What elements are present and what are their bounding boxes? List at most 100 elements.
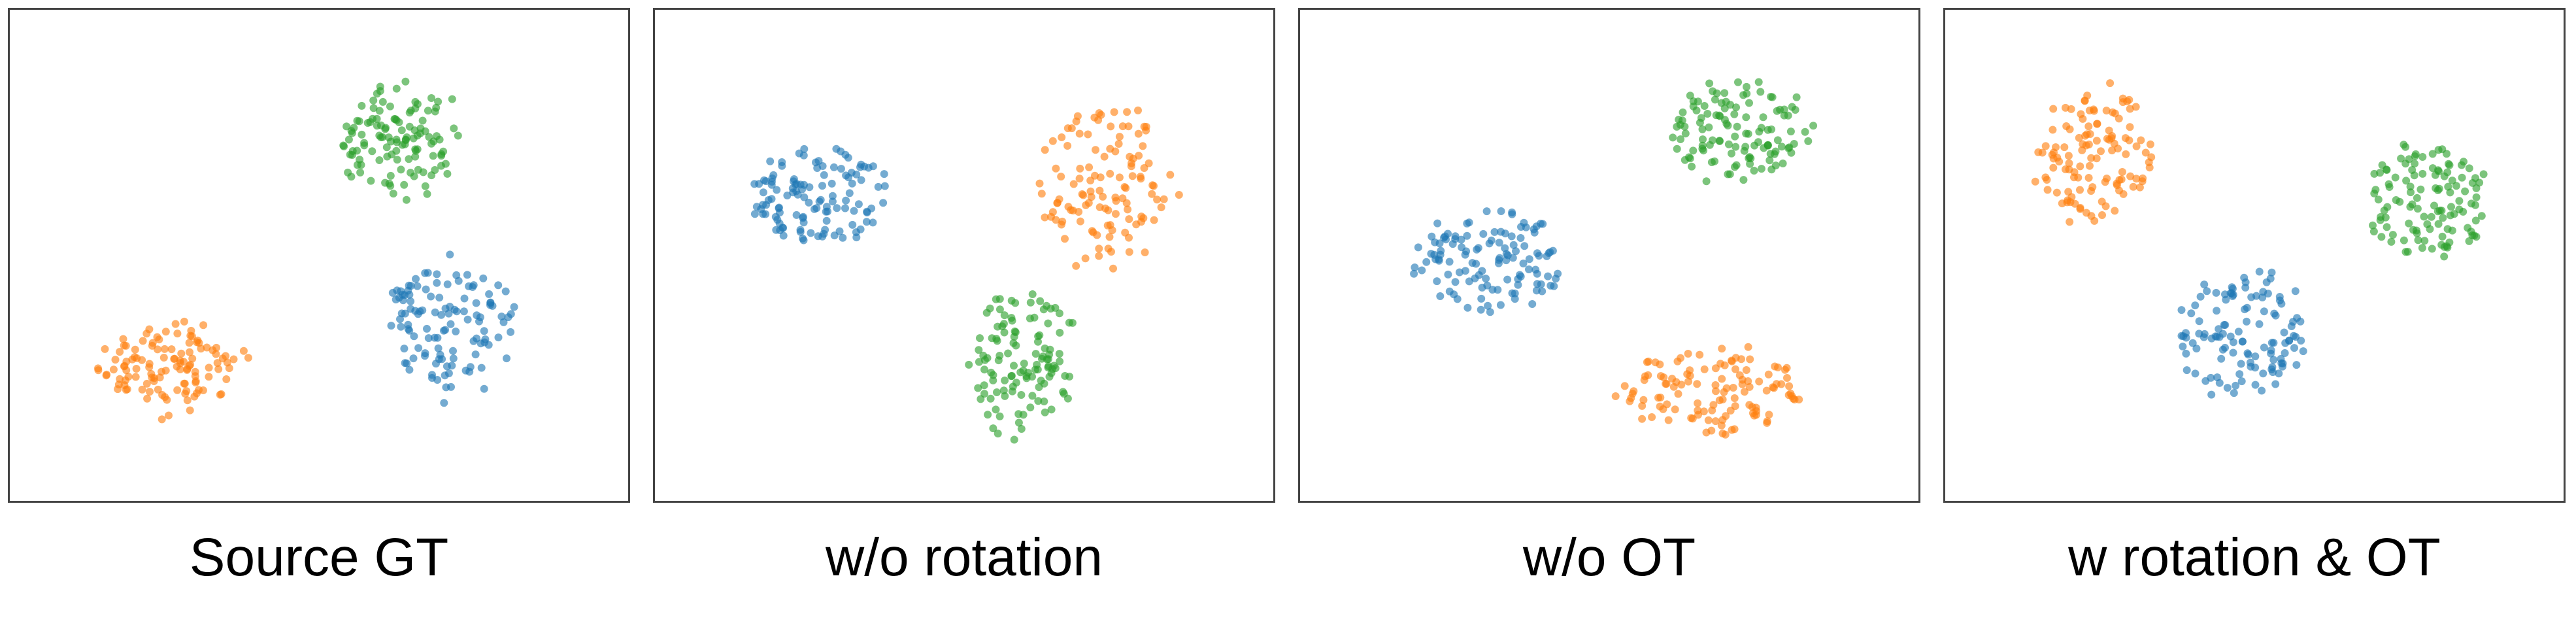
scatter-point-blue	[2234, 328, 2243, 336]
scatter-point-green	[1728, 149, 1735, 158]
scatter-point-green	[2440, 252, 2449, 261]
scatter-point-blue	[410, 332, 418, 341]
scatter-point-blue	[829, 163, 838, 171]
scatter-point-orange	[1718, 375, 1726, 383]
scatter-point-blue	[792, 180, 801, 188]
scatter-point-orange	[1091, 171, 1099, 180]
scatter-point-orange	[1744, 343, 1752, 351]
scatter-point-blue	[2290, 331, 2298, 340]
scatter-point-orange	[161, 328, 170, 336]
scatter-point-green	[2439, 214, 2447, 222]
scatter-point-green	[1026, 314, 1034, 323]
scatter-point-green	[2428, 245, 2436, 253]
scatter-point-blue	[473, 311, 481, 320]
scatter-point-green	[1019, 366, 1028, 375]
scatter-point-orange	[186, 406, 194, 415]
scatter-point-blue	[800, 180, 809, 189]
scatter-point-green	[433, 132, 441, 141]
scatter-point-green	[1734, 78, 1742, 86]
scatter-point-green	[392, 84, 401, 93]
scatter-point-green	[344, 135, 353, 144]
scatter-point-blue	[2271, 311, 2280, 320]
scatter-point-blue	[1501, 244, 1509, 252]
scatter-point-orange	[1105, 233, 1114, 241]
scatter-point-orange	[190, 392, 199, 401]
scatter-point-blue	[1509, 254, 1517, 262]
scatter-point-orange	[1740, 388, 1748, 396]
scatter-point-blue	[1464, 303, 1472, 312]
scatter-point-orange	[1729, 384, 1737, 392]
scatter-point-blue	[452, 328, 460, 335]
scatter-point-green	[1744, 129, 1752, 138]
scatter-point-blue	[761, 177, 770, 186]
scatter-point-green	[2387, 237, 2396, 246]
scatter-point-green	[376, 121, 385, 129]
scatter-point-green	[1055, 309, 1063, 318]
scatter-point-green	[2443, 168, 2452, 177]
scatter-point-green	[1720, 116, 1729, 124]
scatter-point-blue	[2232, 381, 2240, 390]
scatter-point-green	[2465, 237, 2473, 245]
scatter-point-green	[392, 116, 401, 124]
scatter-point-green	[343, 122, 351, 131]
scatter-point-blue	[1532, 222, 1541, 231]
panel-caption: Source GT	[189, 528, 449, 587]
scatter-point-blue	[433, 279, 441, 287]
scatter-point-green	[1012, 341, 1020, 350]
scatter-point-green	[419, 168, 427, 177]
scatter-point-orange	[1095, 252, 1103, 260]
scatter-point-blue	[421, 352, 429, 360]
scatter-point-orange	[2075, 133, 2083, 142]
scatter-point-orange	[1100, 152, 1109, 161]
scatter-point-green	[2377, 233, 2386, 241]
scatter-point-blue	[1528, 300, 1537, 308]
scatter-point-blue	[815, 197, 824, 206]
scatter-point-blue	[2240, 273, 2249, 282]
scatter-point-green	[411, 97, 420, 106]
scatter-point-orange	[1048, 137, 1057, 145]
scatter-point-blue	[1512, 247, 1520, 256]
scatter-point-green	[1686, 154, 1694, 163]
scatter-point-orange	[1656, 402, 1664, 411]
scatter-point-orange	[1175, 191, 1183, 199]
scatter-point-blue	[479, 274, 488, 282]
scatter-point-blue	[1435, 256, 1443, 265]
scatter-point-blue	[1509, 241, 1518, 249]
scatter-point-blue	[475, 317, 483, 326]
scatter-point-orange	[1783, 374, 1791, 382]
scatter-point-green	[1012, 379, 1020, 387]
scatter-point-green	[992, 335, 1001, 343]
scatter-point-green	[1026, 298, 1035, 307]
scatter-point-green	[409, 134, 418, 143]
scatter-point-orange	[1095, 245, 1103, 253]
scatter-point-orange	[122, 341, 130, 350]
scatter-point-blue	[844, 154, 852, 162]
scatter-point-orange	[1693, 380, 1701, 388]
scatter-point-blue	[2267, 268, 2276, 277]
scatter-point-blue	[2229, 348, 2237, 357]
scatter-point-blue	[2266, 275, 2275, 283]
scatter-point-green	[375, 156, 384, 164]
scatter-point-orange	[205, 373, 213, 381]
scatter-point-blue	[1503, 275, 1512, 284]
scatter-point-blue	[416, 307, 424, 316]
scatter-point-orange	[1742, 366, 1750, 374]
scatter-point-green	[2396, 197, 2404, 206]
scatter-point-green	[454, 131, 462, 140]
scatter-point-orange	[1684, 350, 1692, 358]
scatter-point-blue	[1482, 207, 1491, 216]
scatter-point-green	[1780, 111, 1788, 120]
scatter-point-green	[979, 351, 988, 360]
scatter-point-green	[1698, 125, 1707, 133]
scatter-point-green	[2458, 173, 2466, 182]
scatter-point-green	[1689, 97, 1698, 105]
scatter-point-blue	[473, 334, 480, 343]
scatter-point-orange	[1111, 194, 1120, 202]
scatter-point-green	[1673, 144, 1681, 153]
scatter-point-orange	[1620, 382, 1629, 390]
scatter-point-blue	[2255, 320, 2264, 328]
scatter-point-blue	[392, 296, 400, 304]
scatter-point-orange	[145, 360, 154, 368]
scatter-point-blue	[422, 285, 430, 294]
panel-caption: w rotation & OT	[2068, 528, 2441, 587]
